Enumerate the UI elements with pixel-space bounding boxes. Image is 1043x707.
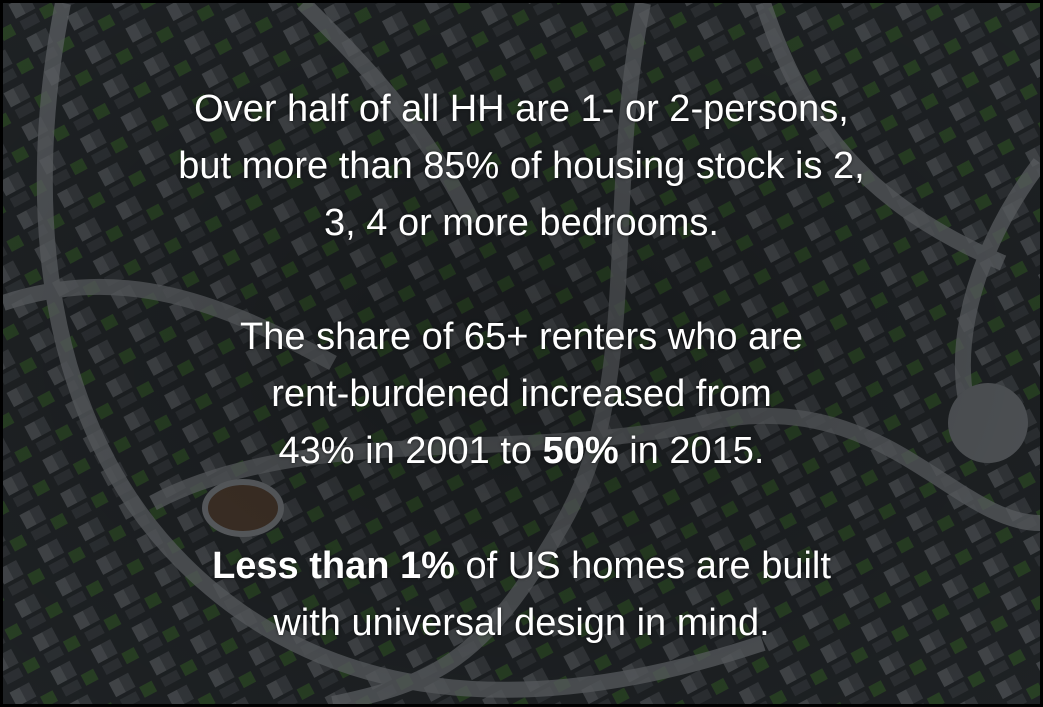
bold-text: 50% [542, 430, 619, 472]
text: with universal design in mind. [273, 602, 770, 644]
text-paragraph: Less than 1% of US homes are built with u… [3, 538, 1040, 652]
text-paragraph: The share of 65+ renters who are rent-bur… [3, 309, 1040, 480]
text-line: but more than 85% of housing stock is 2, [3, 138, 1040, 195]
text: rent-burdened increased from [271, 373, 772, 415]
text: 43% in 2001 to [278, 430, 543, 472]
page: Over half of all HH are 1- or 2-persons,… [0, 3, 1043, 707]
text: The share of 65+ renters who are [240, 316, 803, 358]
text-line: Less than 1% of US homes are built [3, 538, 1040, 595]
text: Over half of all HH are 1- or 2-persons, [194, 88, 849, 130]
text: but more than 85% of housing stock is 2, [178, 145, 865, 187]
text-line: 3, 4 or more bedrooms. [3, 195, 1040, 252]
text: 3, 4 or more bedrooms. [324, 202, 719, 244]
text-line: with universal design in mind. [3, 595, 1040, 652]
text-paragraph: Over half of all HH are 1- or 2-persons,… [3, 81, 1040, 252]
text-line: The share of 65+ renters who are [3, 309, 1040, 366]
text-line: Over half of all HH are 1- or 2-persons, [3, 81, 1040, 138]
slide: Over half of all HH are 1- or 2-persons,… [3, 3, 1040, 704]
bold-text: Less than 1% [212, 545, 455, 587]
text: in 2015. [618, 430, 765, 472]
shade [3, 3, 1040, 704]
text-line: 43% in 2001 to 50% in 2015. [3, 423, 1040, 480]
text: of US homes are built [454, 545, 831, 587]
text-line: rent-burdened increased from [3, 366, 1040, 423]
aerial-photo-background [3, 3, 1040, 704]
